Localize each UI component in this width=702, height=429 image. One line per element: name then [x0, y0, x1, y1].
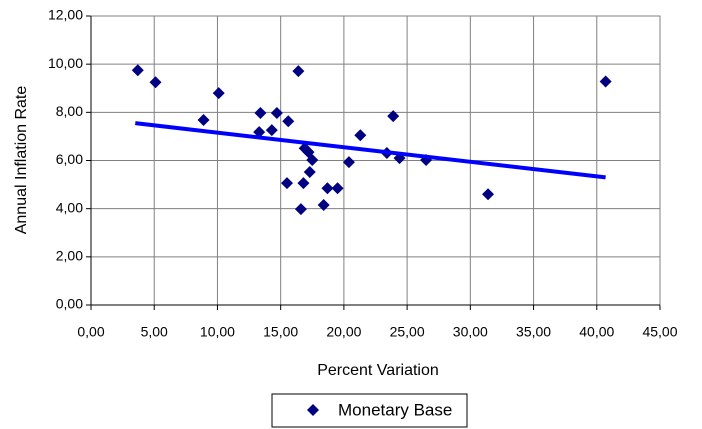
- y-tick-label: 4,00: [56, 199, 83, 215]
- x-tick-label: 10,00: [200, 324, 235, 340]
- y-tick-label: 6,00: [56, 151, 83, 167]
- point: [254, 107, 267, 120]
- point: [482, 188, 495, 201]
- x-axis-title: Percent Variation: [317, 362, 439, 379]
- y-axis-title: Annual Inflation Rate: [13, 86, 30, 235]
- legend-marker: [307, 404, 319, 416]
- point: [342, 156, 355, 169]
- point: [306, 154, 319, 167]
- legend-label: Monetary Base: [338, 400, 452, 419]
- y-tick-label: 2,00: [56, 248, 83, 264]
- y-tick-label: 10,00: [48, 55, 83, 71]
- x-tick-label: 25,00: [390, 324, 425, 340]
- point: [294, 203, 307, 216]
- y-tick-label: 0,00: [56, 296, 83, 312]
- point: [280, 177, 293, 190]
- point: [297, 177, 310, 190]
- point: [354, 129, 367, 142]
- point: [212, 87, 225, 100]
- x-tick-label: 15,00: [263, 324, 298, 340]
- x-tick-label: 30,00: [453, 324, 488, 340]
- x-tick-label: 5,00: [141, 324, 168, 340]
- point: [265, 124, 278, 137]
- x-tick-label: 40,00: [579, 324, 614, 340]
- point: [317, 199, 330, 212]
- point: [270, 107, 283, 120]
- point: [131, 64, 144, 77]
- point: [197, 114, 210, 127]
- trendline: [135, 121, 606, 180]
- point: [331, 182, 344, 195]
- point: [292, 65, 305, 78]
- point: [253, 126, 266, 139]
- point: [387, 110, 400, 123]
- y-tick-label: 12,00: [48, 7, 83, 23]
- x-tick-label: 0,00: [77, 324, 104, 340]
- point: [282, 115, 295, 128]
- x-tick-label: 35,00: [516, 324, 551, 340]
- x-tick-label: 45,00: [642, 324, 677, 340]
- x-tick-label: 20,00: [326, 324, 361, 340]
- point: [321, 182, 334, 195]
- point: [149, 76, 162, 89]
- point: [599, 75, 612, 88]
- legend: [271, 393, 468, 428]
- point: [303, 166, 316, 179]
- y-tick-label: 8,00: [56, 103, 83, 119]
